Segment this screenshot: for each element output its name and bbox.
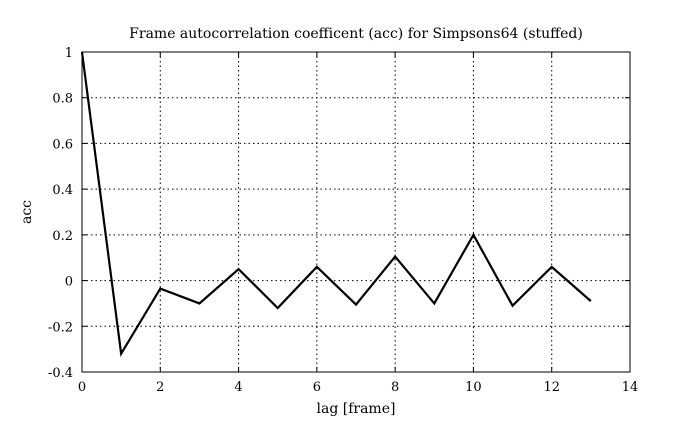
x-tick-label: 2	[156, 380, 164, 395]
grid-lines	[82, 52, 630, 372]
y-tick-label: -0.2	[48, 320, 73, 335]
acc-series-line	[80, 51, 592, 357]
y-tick-label: 0	[65, 275, 73, 290]
axis-ticks	[81, 51, 631, 373]
x-tick-label: 10	[465, 380, 482, 395]
y-tick-label: 1	[65, 46, 73, 61]
series-layer	[80, 51, 592, 357]
y-axis-label: acc	[19, 200, 35, 224]
x-axis-label: lag [frame]	[317, 401, 396, 417]
y-tick-label: 0.4	[52, 183, 73, 198]
y-tick-label: 0.2	[52, 229, 73, 244]
x-tick-labels: 0 2 4 6 8 10 12 14	[78, 380, 638, 395]
x-tick-label: 4	[234, 380, 242, 395]
chart-title: Frame autocorrelation coefficent (acc) f…	[129, 26, 583, 42]
plot-frame	[81, 51, 631, 373]
y-tick-label: -0.4	[48, 366, 73, 381]
x-tick-label: 8	[391, 380, 399, 395]
y-tick-label: 0.8	[52, 92, 73, 107]
x-tick-label: 6	[313, 380, 321, 395]
y-tick-label: 0.6	[52, 137, 73, 152]
x-tick-label: 14	[622, 380, 639, 395]
x-tick-label: 12	[543, 380, 560, 395]
x-tick-label: 0	[78, 380, 86, 395]
y-tick-labels: -0.4 -0.2 0 0.2 0.4 0.6 0.8 1	[48, 46, 73, 381]
